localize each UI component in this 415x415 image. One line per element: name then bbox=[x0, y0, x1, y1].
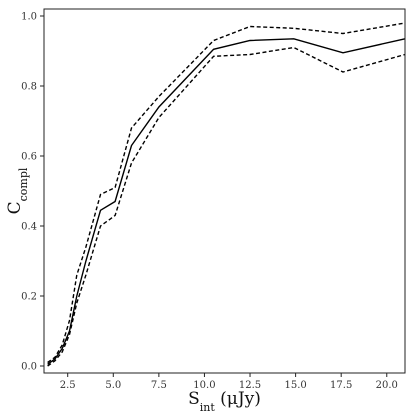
x-tick-label: 20.0 bbox=[376, 380, 398, 391]
plot-frame bbox=[43, 8, 406, 374]
y-tick-label: 0.4 bbox=[21, 222, 37, 233]
y-tick-label: 0.8 bbox=[21, 82, 37, 93]
y-tick-label: 0.2 bbox=[21, 292, 37, 303]
x-tick-label: 7.5 bbox=[151, 380, 167, 391]
y-axis-label-main: C bbox=[5, 201, 25, 214]
y-tick-label: 1.0 bbox=[21, 12, 37, 23]
x-tick-label: 15.0 bbox=[284, 380, 306, 391]
x-axis-label-subscript: int bbox=[200, 401, 216, 414]
x-tick-label: 2.5 bbox=[60, 380, 76, 391]
series-line-median bbox=[47, 38, 406, 365]
y-axis-ticks: 0.0 0.2 0.4 0.6 0.8 1.0 bbox=[21, 12, 44, 373]
series-layer bbox=[47, 22, 406, 367]
x-tick-label: 5.0 bbox=[105, 380, 121, 391]
x-axis-ticks: 2.5 5.0 7.5 10.0 12.5 15.0 17.5 20.0 bbox=[60, 373, 398, 391]
x-axis-label-unit: (μJy) bbox=[215, 389, 261, 409]
series-line-bound-2 bbox=[47, 46, 406, 367]
x-axis-label-main: S bbox=[188, 389, 200, 409]
y-axis-label: Ccompl bbox=[5, 167, 30, 214]
y-tick-label: 0.0 bbox=[21, 362, 37, 373]
x-tick-label: 12.5 bbox=[239, 380, 261, 391]
y-axis-label-subscript: compl bbox=[17, 167, 30, 201]
x-tick-label: 17.5 bbox=[330, 380, 352, 391]
x-tick-label: 10.0 bbox=[193, 380, 215, 391]
y-tick-label: 0.6 bbox=[21, 152, 37, 163]
series-line-bound-1 bbox=[47, 22, 406, 364]
x-axis-label: Sint (μJy) bbox=[188, 389, 261, 414]
